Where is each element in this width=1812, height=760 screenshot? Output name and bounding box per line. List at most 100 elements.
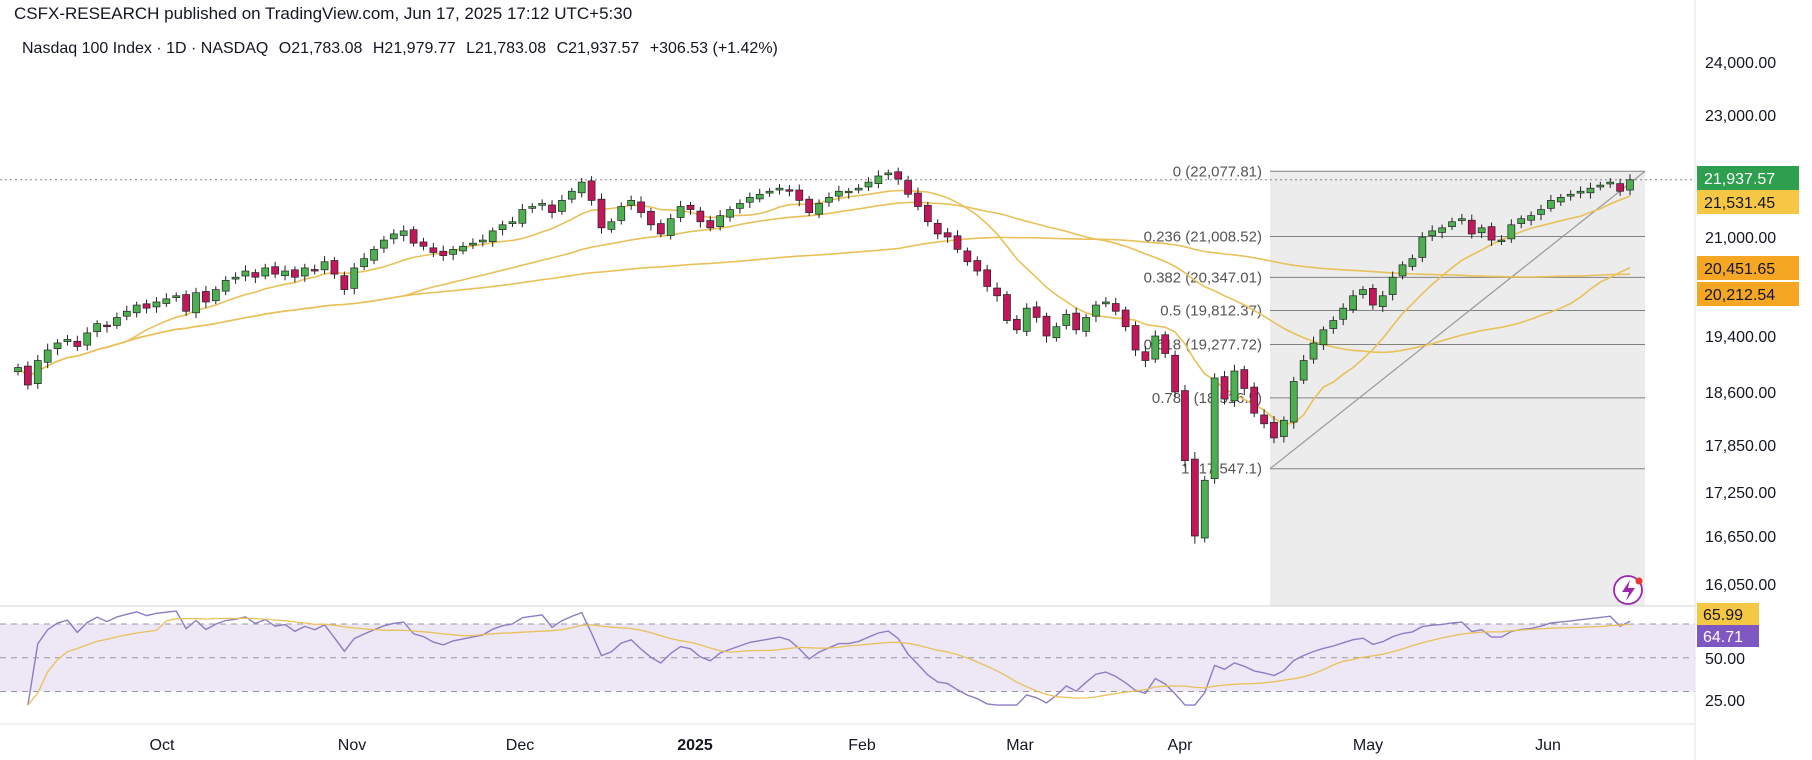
candle-body <box>14 367 22 373</box>
candle <box>1537 204 1545 221</box>
candle-body <box>103 324 111 328</box>
candle-body <box>43 349 52 363</box>
candle <box>1556 193 1565 206</box>
price-tag-bg <box>1697 190 1799 214</box>
candle <box>300 263 309 282</box>
candle-body <box>1329 320 1338 329</box>
candle <box>1388 271 1397 301</box>
candle <box>1240 365 1249 396</box>
candle <box>320 256 329 274</box>
candle <box>1111 297 1120 316</box>
candle-body <box>923 204 932 223</box>
candle-body <box>1458 218 1466 221</box>
y-axis-tick: 17,250.00 <box>1705 485 1776 502</box>
candle <box>142 299 151 314</box>
candle-body <box>706 220 715 229</box>
candle <box>251 269 260 284</box>
fib-label: 0 (22,077.81) <box>1173 163 1262 180</box>
candle-body <box>1438 227 1446 233</box>
price-tag: 20,451.65 <box>1697 256 1799 280</box>
candle-body <box>676 206 685 218</box>
candle-body <box>419 241 428 247</box>
candle-body <box>844 190 853 194</box>
candle <box>1349 290 1357 314</box>
candle-body <box>765 190 774 194</box>
candle <box>1210 373 1219 484</box>
candle <box>340 271 349 295</box>
candle <box>1448 217 1456 230</box>
candle-body <box>1547 200 1555 209</box>
candle-body <box>271 266 279 275</box>
candle-body <box>696 210 705 223</box>
fib-label: 0.618 (19,277.72) <box>1144 337 1262 354</box>
candle-body <box>884 172 893 176</box>
candle-body <box>1003 294 1011 321</box>
candle-body <box>548 204 556 213</box>
candle-body <box>1616 183 1624 192</box>
bolt-icon <box>1622 580 1635 601</box>
candle-body <box>795 189 804 201</box>
candle-body <box>380 239 388 249</box>
candle <box>1547 194 1555 212</box>
candle-body <box>577 181 586 194</box>
candle <box>469 238 477 250</box>
candle <box>844 187 853 199</box>
candle-body <box>1121 309 1130 328</box>
candle-body <box>24 365 32 386</box>
legend-symbol[interactable]: Nasdaq 100 Index · 1D · NASDAQ <box>22 40 269 57</box>
candle-body <box>1220 376 1229 400</box>
candle-body <box>211 289 220 302</box>
candle-body <box>508 221 517 224</box>
candle-body <box>894 171 903 180</box>
candle <box>1428 225 1437 242</box>
candle <box>518 203 527 228</box>
symbol-legend: Nasdaq 100 Index · 1D · NASDAQ O21,783.0… <box>22 40 784 58</box>
candle-body <box>360 258 368 268</box>
legend-close: C21,937.57 <box>556 40 640 57</box>
candle-body <box>1260 414 1268 425</box>
candle <box>577 178 586 198</box>
candle <box>567 187 576 204</box>
candle-body <box>350 267 359 289</box>
candle <box>1606 178 1615 188</box>
candle <box>498 220 507 236</box>
candle-body <box>1527 215 1535 221</box>
candle <box>132 301 141 318</box>
candle-body <box>1428 230 1437 237</box>
candle <box>1487 222 1496 246</box>
candle-body <box>1052 326 1061 339</box>
candle <box>399 225 408 242</box>
candle <box>1438 224 1446 239</box>
candle-body <box>152 301 161 308</box>
price-tag-label: 20,212.54 <box>1704 287 1775 304</box>
candle <box>627 195 636 210</box>
candle-body <box>1556 197 1565 203</box>
candle-body <box>943 232 952 238</box>
candle <box>805 195 814 216</box>
x-axis-tick: 2025 <box>677 737 713 754</box>
rsi-axis-tick: 25.00 <box>1705 693 1745 710</box>
candle <box>73 335 82 352</box>
fib-label: 1 (17,547.1) <box>1181 461 1262 478</box>
candle <box>666 213 675 240</box>
candle <box>1270 415 1278 444</box>
candle-body <box>469 242 477 246</box>
ma-fast-line <box>17 189 1631 425</box>
candle-body <box>281 270 289 277</box>
candle <box>834 185 843 202</box>
candle <box>874 170 883 189</box>
candle <box>548 200 556 219</box>
price-tag: 21,531.45 <box>1697 190 1799 214</box>
candle-body <box>202 291 210 303</box>
candle-body <box>478 239 487 243</box>
candle <box>914 187 922 211</box>
candle <box>172 292 181 302</box>
price-tag-bg <box>1697 166 1799 190</box>
candle <box>894 167 903 185</box>
candle <box>1151 330 1160 363</box>
candle-body <box>1042 315 1051 337</box>
candle <box>330 257 339 279</box>
candle-body <box>1092 304 1100 317</box>
candle-body <box>409 229 418 244</box>
